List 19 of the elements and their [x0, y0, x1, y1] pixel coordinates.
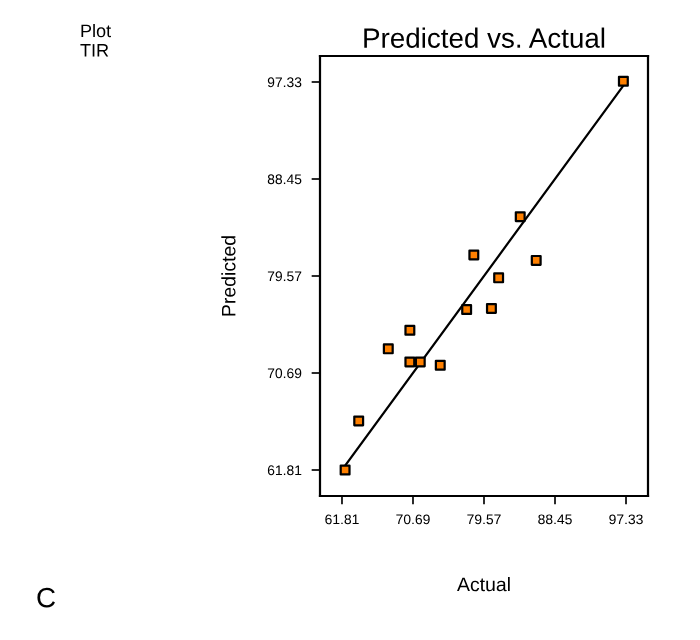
chart-title: Predicted vs. Actual [364, 27, 605, 48]
point [434, 359, 446, 371]
point [404, 324, 416, 336]
point [414, 356, 426, 368]
point [514, 211, 526, 223]
point [530, 254, 542, 266]
x-axis-title: Actual [457, 577, 510, 592]
point [493, 272, 505, 284]
point [485, 302, 497, 314]
text: C [37, 587, 55, 608]
point [461, 304, 473, 316]
point [468, 249, 480, 261]
point [404, 356, 416, 368]
point [339, 464, 351, 476]
text: Plot TIR [80, 24, 111, 57]
y-axis-title: Predicted [221, 236, 236, 316]
point [382, 343, 394, 355]
point [617, 75, 629, 87]
point [353, 415, 365, 427]
